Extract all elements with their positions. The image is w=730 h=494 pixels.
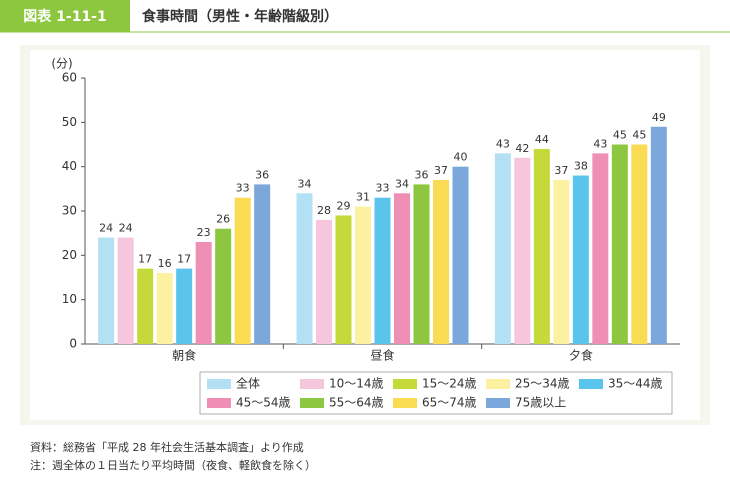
- bar: [176, 268, 193, 344]
- legend-swatch: [207, 379, 231, 389]
- y-tick-label: 30: [62, 204, 77, 218]
- y-tick-label: 0: [69, 337, 77, 351]
- bar: [98, 237, 115, 344]
- legend-swatch: [300, 379, 324, 389]
- bar: [195, 242, 212, 344]
- value-label: 37: [554, 164, 568, 177]
- value-label: 34: [395, 177, 409, 190]
- value-label: 37: [434, 164, 448, 177]
- bar: [494, 153, 511, 344]
- bar: [296, 193, 313, 344]
- legend-label: 35～44歳: [608, 377, 663, 391]
- bar: [553, 179, 570, 344]
- note: 注：週全体の１日当たり平均時間（夜食、軽飲食を除く）: [30, 458, 316, 472]
- legend-label: 55～64歳: [329, 396, 384, 410]
- x-tick-label: 昼食: [370, 348, 394, 363]
- legend-label: 45～54歳: [236, 396, 291, 410]
- y-tick-label: 10: [62, 292, 77, 306]
- value-label: 24: [119, 222, 133, 235]
- value-label: 45: [632, 129, 646, 142]
- bar: [650, 126, 667, 345]
- value-label: 36: [415, 168, 429, 181]
- value-label: 33: [376, 182, 390, 195]
- legend-swatch: [207, 398, 231, 408]
- bar: [572, 175, 589, 344]
- value-label: 38: [574, 160, 588, 173]
- value-label: 49: [652, 111, 666, 124]
- value-label: 16: [158, 257, 172, 270]
- legend-label: 15～24歳: [422, 377, 477, 391]
- bar: [452, 166, 469, 344]
- legend-label: 25～34歳: [515, 377, 570, 391]
- bar: [234, 197, 251, 344]
- legend-swatch: [486, 398, 510, 408]
- bar: [316, 219, 332, 344]
- value-label: 26: [216, 213, 230, 226]
- x-tick-label: 朝食: [172, 348, 196, 363]
- legend-label: 75歳以上: [515, 396, 566, 410]
- legend-swatch: [393, 398, 417, 408]
- bar: [631, 144, 648, 344]
- legend-label: 65～74歳: [422, 396, 477, 410]
- value-label: 43: [593, 137, 607, 150]
- figure-label: 図表 1-11-1: [23, 8, 106, 25]
- bar: [254, 184, 271, 344]
- y-tick-label: 60: [62, 71, 77, 85]
- bar: [413, 184, 430, 344]
- value-label: 17: [138, 253, 152, 266]
- y-tick-label: 50: [62, 115, 77, 129]
- value-label: 34: [298, 177, 312, 190]
- value-label: 33: [236, 182, 250, 195]
- value-label: 43: [496, 137, 510, 150]
- value-label: 36: [255, 168, 269, 181]
- bar: [592, 153, 609, 344]
- legend-swatch: [486, 379, 510, 389]
- value-label: 44: [535, 133, 549, 146]
- bar: [394, 193, 410, 344]
- note: 資料：総務省「平成 28 年社会生活基本調査」より作成: [30, 440, 304, 454]
- figure-label-box: [0, 0, 130, 32]
- value-label: 42: [515, 142, 529, 155]
- bar: [215, 228, 232, 344]
- value-label: 45: [613, 129, 627, 142]
- bar: [117, 237, 134, 344]
- bar: [433, 179, 449, 344]
- bar: [355, 206, 371, 344]
- value-label: 40: [454, 151, 468, 164]
- value-label: 29: [337, 199, 351, 212]
- bar: [156, 273, 173, 344]
- bar: [611, 144, 628, 344]
- value-label: 31: [356, 191, 370, 204]
- chart-title: 食事時間（男性・年齢階級別）: [142, 8, 338, 25]
- y-tick-label: 40: [62, 159, 77, 173]
- y-axis-label: (分): [51, 57, 72, 71]
- legend-swatch: [300, 398, 324, 408]
- y-tick-label: 20: [62, 248, 77, 262]
- value-label: 24: [99, 222, 113, 235]
- bar: [514, 157, 531, 344]
- value-label: 28: [317, 204, 331, 217]
- legend-label: 10～14歳: [329, 377, 384, 391]
- bar: [533, 148, 550, 344]
- x-tick-label: 夕食: [569, 348, 593, 363]
- legend-label: 全体: [236, 376, 260, 391]
- legend-swatch: [579, 379, 603, 389]
- value-label: 17: [177, 253, 191, 266]
- legend-swatch: [393, 379, 417, 389]
- bar: [335, 215, 352, 344]
- value-label: 23: [197, 226, 211, 239]
- bar: [137, 268, 154, 344]
- bar: [374, 197, 391, 344]
